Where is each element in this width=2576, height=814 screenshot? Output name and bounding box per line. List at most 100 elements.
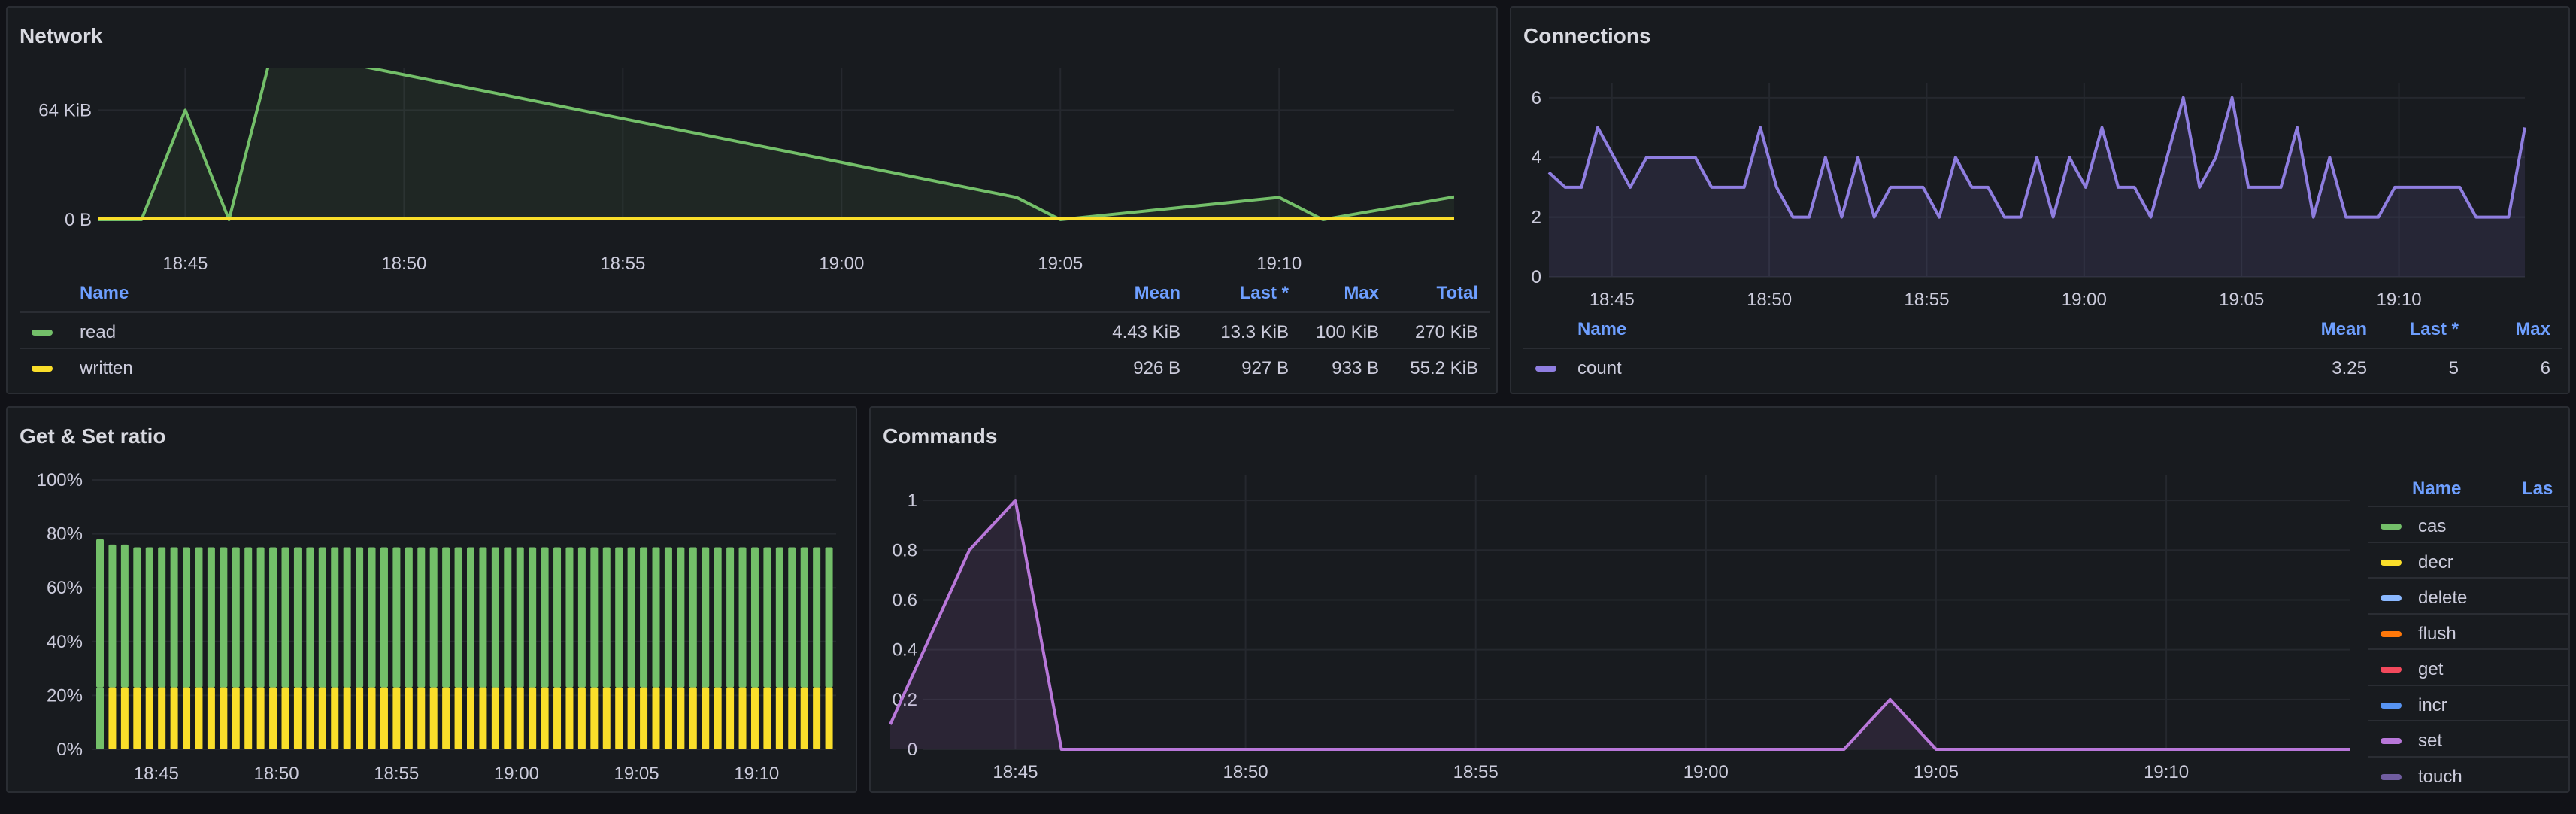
x-tick-label: 18:50	[254, 764, 299, 784]
bar-get	[183, 547, 191, 688]
legend-header-name[interactable]: Name	[80, 283, 129, 303]
legend-row-delete[interactable]: delete	[2368, 577, 2568, 615]
legend-series-name: decr	[2418, 551, 2453, 573]
legend-series-name: flush	[2418, 623, 2456, 644]
x-tick-label: 19:10	[1256, 254, 1302, 274]
bar-get	[565, 547, 574, 688]
bar-set	[529, 687, 537, 749]
legend-row-set[interactable]: set	[2368, 720, 2568, 758]
bar-get	[640, 547, 648, 688]
bar-set	[120, 687, 129, 749]
series-swatch	[2381, 702, 2402, 709]
bar-get	[813, 547, 821, 688]
legend-series-name: read	[80, 322, 117, 342]
y-tick-label: 0.8	[893, 540, 917, 560]
connections-legend: Name Mean Last * Max count 3.25 5 6	[1523, 311, 2562, 387]
bar-set	[615, 687, 623, 749]
legend-row-count[interactable]: count 3.25 5 6	[1523, 348, 2562, 385]
bar-set	[775, 687, 783, 749]
legend-header-total[interactable]: Total	[1436, 283, 1478, 303]
network-legend: Name Mean Last * Max Total read 4.43 KiB…	[20, 275, 1490, 387]
bar-set	[813, 687, 821, 749]
bar-get	[306, 547, 314, 688]
legend-header: Name Las	[2368, 469, 2568, 506]
bar-get	[825, 547, 833, 688]
x-tick-label: 19:00	[494, 764, 539, 784]
legend-series-name: touch	[2418, 766, 2462, 787]
x-tick-label: 19:10	[734, 764, 779, 784]
legend-row-written[interactable]: written 926 B 927 B 933 B 55.2 KiB	[20, 348, 1490, 385]
bar-set	[689, 687, 697, 749]
panel-title[interactable]: Get & Set ratio	[20, 424, 166, 448]
legend-row-read[interactable]: read 4.43 KiB 13.3 KiB 100 KiB 270 KiB	[20, 311, 1490, 349]
legend-header-mean[interactable]: Mean	[2320, 319, 2367, 339]
y-tick-label: 1	[908, 491, 917, 511]
bar-get	[96, 687, 104, 749]
legend-row-touch[interactable]: touch	[2368, 755, 2568, 792]
legend-row-get[interactable]: get	[2368, 648, 2568, 686]
bar-get	[405, 547, 413, 688]
bar-get	[244, 547, 253, 688]
x-tick-label: 18:45	[162, 254, 208, 274]
commands-legend: Name Las cas decr delete flush get incr set tou…	[2368, 469, 2568, 790]
legend-header-mean[interactable]: Mean	[1134, 283, 1180, 303]
legend-header-name[interactable]: Name	[2412, 478, 2462, 499]
panel-title[interactable]: Connections	[1523, 24, 1651, 47]
x-tick-label: 18:55	[1453, 762, 1499, 782]
legend-header-max[interactable]: Max	[2515, 319, 2550, 339]
bar-set	[244, 687, 253, 749]
bar-get	[108, 544, 117, 688]
bar-get	[133, 547, 141, 688]
bar-get	[343, 547, 351, 688]
legend-header-last[interactable]: Last *	[1239, 283, 1289, 303]
series-swatch	[32, 330, 53, 336]
bar-get	[195, 547, 203, 688]
bar-get	[467, 547, 474, 688]
x-tick-label: 19:00	[819, 254, 864, 274]
bar-get	[269, 547, 277, 688]
legend-row-decr[interactable]: decr	[2368, 541, 2568, 579]
bar-set	[368, 687, 376, 749]
legend-last-value: 13.3 KiB	[1220, 322, 1289, 342]
legend-series-name: delete	[2418, 588, 2468, 608]
bar-set	[429, 687, 438, 749]
bar-get	[96, 539, 104, 688]
bar-set	[602, 687, 611, 749]
legend-row-flush[interactable]: flush	[2368, 612, 2568, 651]
bar-get	[602, 547, 611, 688]
bar-set	[590, 687, 599, 749]
panel-title[interactable]: Network	[20, 24, 103, 47]
bar-set	[392, 687, 401, 749]
legend-row-incr[interactable]: incr	[2368, 684, 2568, 722]
series-area-read	[98, 68, 1454, 220]
legend-mean-value: 3.25	[2332, 358, 2367, 378]
bar-set	[318, 687, 326, 749]
legend-header-name[interactable]: Name	[1577, 319, 1627, 339]
legend-header-last[interactable]: Las	[2522, 478, 2553, 499]
bar-get	[120, 544, 129, 688]
x-tick-label: 18:50	[1747, 290, 1792, 310]
bar-get	[318, 547, 326, 688]
network-panel: Network 18:45 18:50 18:55 19:00 19:05 19:10 64…	[6, 6, 1498, 394]
panel-title[interactable]: Commands	[883, 424, 998, 448]
series-swatch	[2381, 738, 2402, 744]
x-tick-label: 18:55	[374, 764, 419, 784]
bar-get	[504, 547, 512, 688]
legend-row-cas[interactable]: cas	[2368, 506, 2568, 543]
legend-header-max[interactable]: Max	[1344, 283, 1379, 303]
bar-set	[170, 687, 178, 749]
legend-total-value: 55.2 KiB	[1410, 358, 1478, 378]
legend-header-last[interactable]: Last *	[2409, 319, 2459, 339]
series-swatch	[2381, 773, 2402, 780]
bar-get	[442, 547, 450, 688]
series-line-set	[889, 499, 2350, 751]
x-tick-label: 18:45	[993, 762, 1038, 782]
bar-get	[714, 547, 722, 688]
y-tick-label: 0.6	[893, 590, 917, 610]
commands-panel: Commands Name Las cas decr delete flush get i…	[869, 406, 2570, 793]
bar-set	[145, 687, 153, 749]
x-tick-label: 18:50	[381, 254, 426, 274]
bar-get	[577, 547, 586, 688]
y-tick-label: 0 B	[65, 210, 92, 230]
bar-set	[442, 687, 450, 749]
